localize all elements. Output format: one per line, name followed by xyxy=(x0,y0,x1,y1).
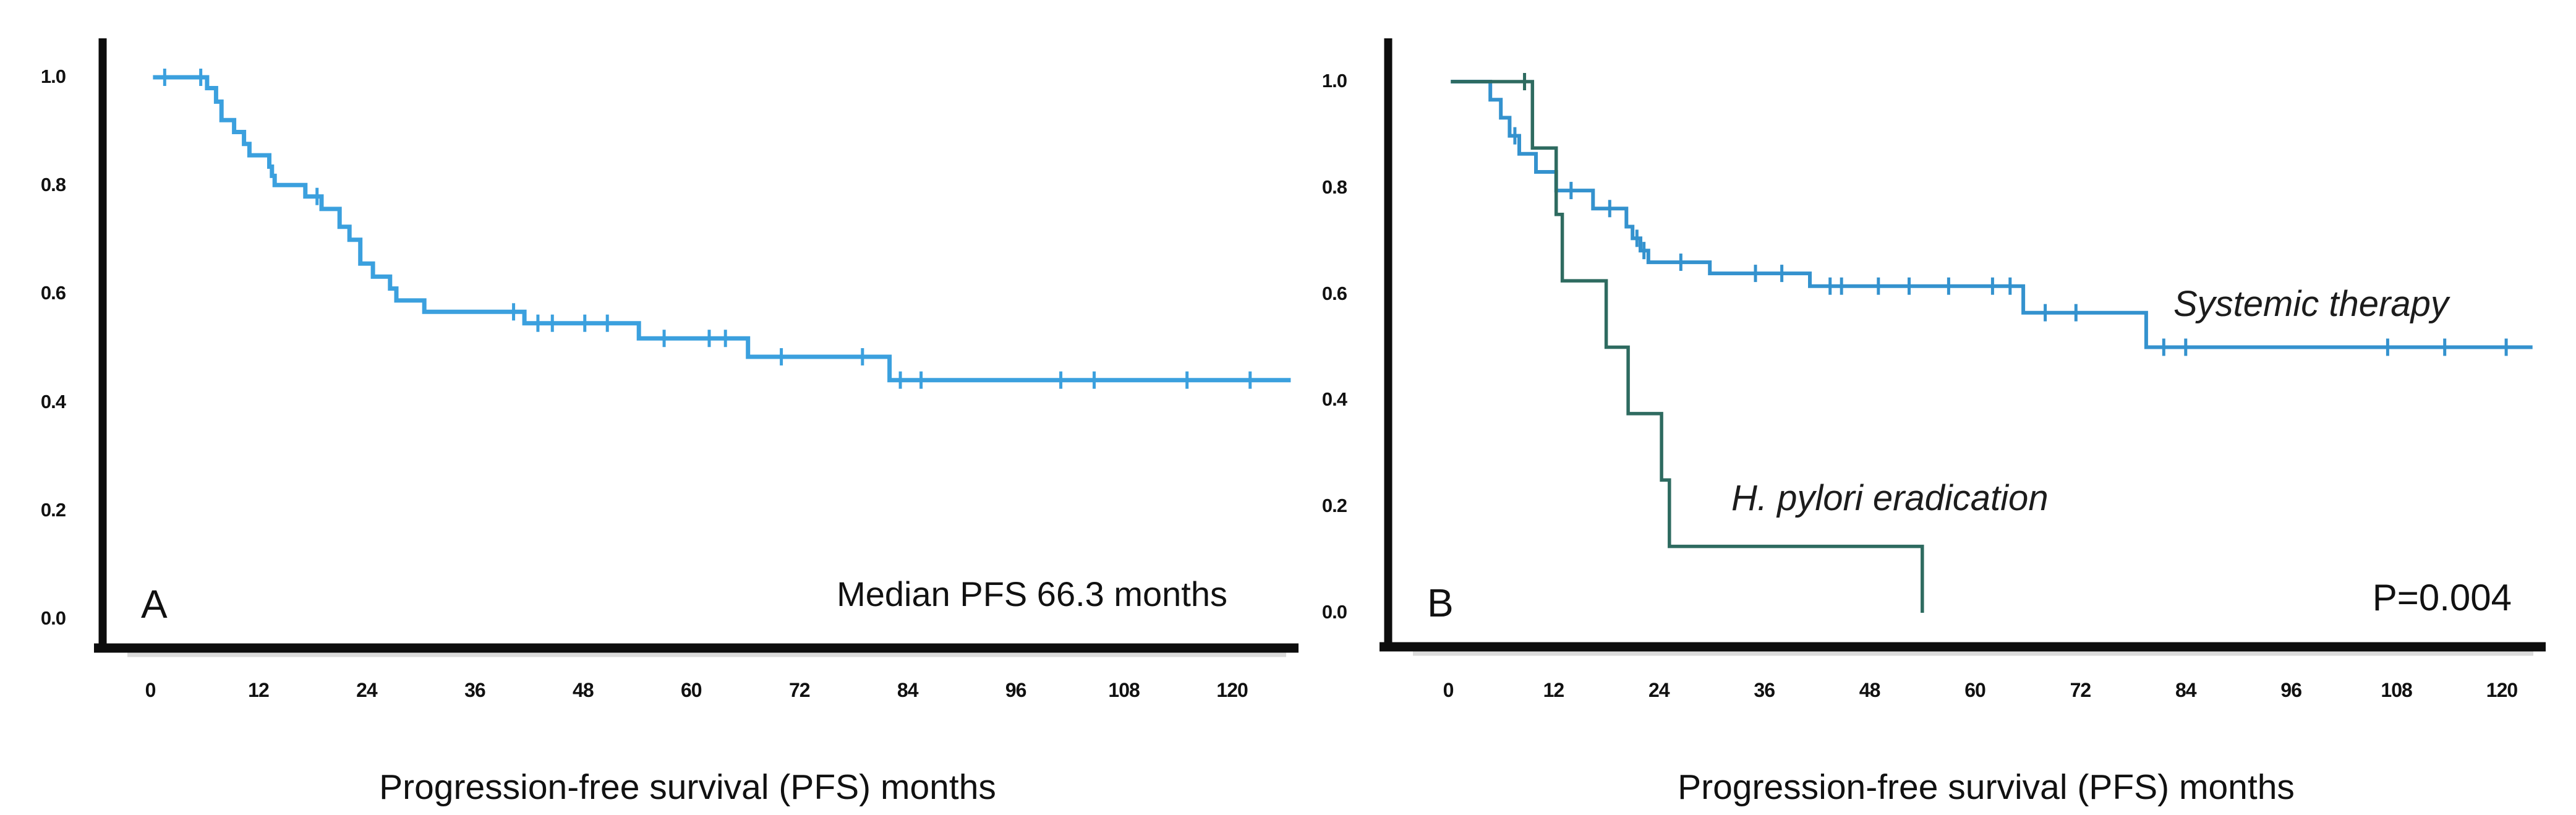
x-tick-label-b-0: 0 xyxy=(1443,679,1454,701)
y-tick-label-b-1.0: 1.0 xyxy=(1321,70,1347,92)
median-pfs-annotation: Median PFS 66.3 months xyxy=(837,574,1227,613)
x-tick-label-b-96: 96 xyxy=(2280,679,2302,701)
y-tick-label-b-0.6: 0.6 xyxy=(1321,282,1347,304)
systemic-therapy-label: Systemic therapy xyxy=(2173,284,2449,324)
x-tick-label-b-60: 60 xyxy=(1964,679,1986,701)
x-axis-title-panel-b: Progression-free survival (PFS) months xyxy=(1678,767,2295,807)
x-tick-label-b-108: 108 xyxy=(2381,679,2412,701)
x-tick-label-b-120: 120 xyxy=(2486,679,2518,701)
x-tick-label-b-72: 72 xyxy=(2070,679,2092,701)
y-tick-label-b-0.4: 0.4 xyxy=(1321,388,1347,411)
y-tick-label-a-0.2: 0.2 xyxy=(40,498,66,521)
x-tick-label-b-84: 84 xyxy=(2175,679,2197,701)
x-tick-label-a-24: 24 xyxy=(356,679,378,701)
x-tick-label-a-120: 120 xyxy=(1216,679,1248,701)
x-tick-label-a-12: 12 xyxy=(248,679,270,701)
x-tick-label-a-60: 60 xyxy=(681,679,702,701)
panel-b-letter: B xyxy=(1427,581,1454,625)
y-tick-label-a-0.4: 0.4 xyxy=(40,390,66,412)
y-tick-label-a-0.6: 0.6 xyxy=(40,282,66,304)
panel-a-letter: A xyxy=(141,582,168,626)
x-tick-label-a-48: 48 xyxy=(573,679,594,701)
p-value-annotation: P=0.004 xyxy=(2372,577,2512,618)
y-tick-label-b-0.0: 0.0 xyxy=(1321,601,1347,623)
x-tick-label-a-0: 0 xyxy=(145,679,156,701)
y-tick-label-a-0.8: 0.8 xyxy=(40,174,66,196)
x-tick-label-a-72: 72 xyxy=(788,679,811,701)
x-tick-label-b-48: 48 xyxy=(1859,679,1881,701)
x-axis-title-panel-a: Progression-free survival (PFS) months xyxy=(379,767,996,807)
x-tick-label-a-108: 108 xyxy=(1108,679,1140,701)
x-tick-label-a-36: 36 xyxy=(464,679,486,701)
y-tick-label-b-0.8: 0.8 xyxy=(1321,176,1347,198)
km-curve-systemic-therapy xyxy=(1451,80,2533,349)
x-tick-label-b-24: 24 xyxy=(1648,679,1670,701)
x-tick-label-a-84: 84 xyxy=(897,679,919,701)
h-pylori-eradication-label: H. pylori eradication xyxy=(1731,478,2049,518)
y-tick-label-a-1.0: 1.0 xyxy=(40,66,66,87)
x-tick-label-b-36: 36 xyxy=(1754,679,1775,701)
y-tick-label-a-0.0: 0.0 xyxy=(40,607,66,629)
x-tick-label-a-96: 96 xyxy=(1005,679,1027,701)
km-curve-h-pylori-eradication xyxy=(1451,80,1924,613)
x-tick-label-b-12: 12 xyxy=(1543,679,1565,701)
km-curve-all-patients-pfs xyxy=(153,75,1291,383)
y-tick-label-b-0.2: 0.2 xyxy=(1321,495,1347,517)
